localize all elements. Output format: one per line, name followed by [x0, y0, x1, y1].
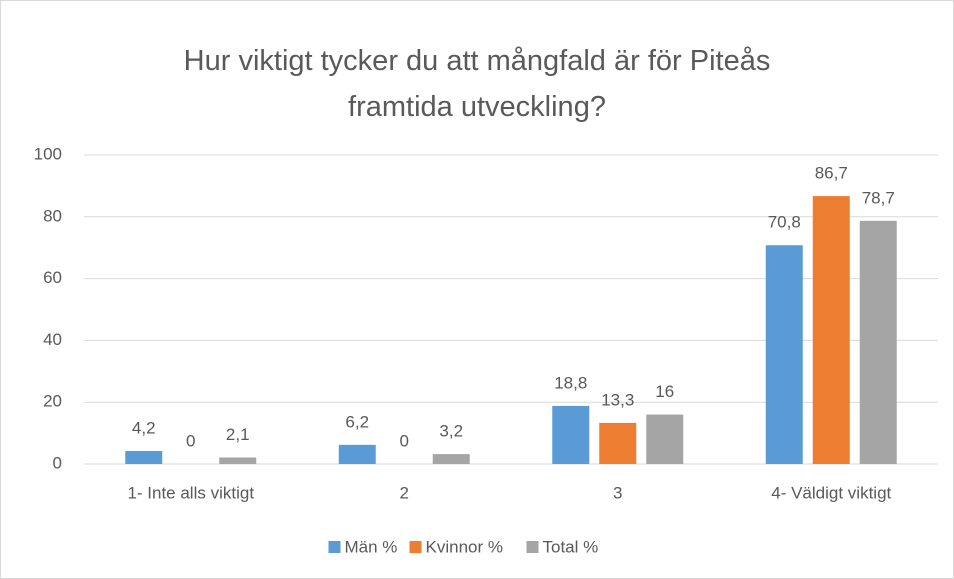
legend-swatch	[328, 541, 341, 553]
x-tick-label: 2	[400, 483, 409, 502]
y-tick-label: 40	[43, 330, 62, 349]
bar	[125, 451, 163, 464]
bar	[646, 414, 684, 464]
bar	[812, 196, 850, 465]
legend-label: Total %	[543, 537, 599, 556]
y-tick-label: 80	[43, 206, 62, 225]
data-label: 4,2	[132, 419, 156, 438]
data-label: 6,2	[345, 412, 369, 431]
data-label: 18,8	[554, 373, 587, 392]
legend-swatch	[526, 541, 539, 553]
data-label: 2,1	[226, 425, 250, 444]
data-label: 86,7	[815, 164, 848, 183]
bar	[219, 457, 257, 464]
legend-label: Män %	[345, 537, 398, 556]
data-label: 78,7	[862, 188, 895, 207]
bar	[765, 245, 803, 464]
data-label: 0	[400, 431, 409, 450]
data-label: 70,8	[768, 213, 801, 232]
data-label: 3,2	[439, 422, 463, 441]
bar	[859, 220, 897, 464]
bar	[599, 422, 637, 464]
bar	[552, 405, 590, 464]
y-tick-label: 0	[53, 453, 62, 472]
data-label: 16	[655, 382, 674, 401]
y-tick-label: 20	[43, 392, 62, 411]
chart-title: Hur viktigt tycker du att mångfald är fö…	[183, 45, 771, 123]
data-label: 13,3	[601, 390, 634, 409]
x-tick-label: 3	[613, 483, 622, 502]
bar	[432, 454, 470, 464]
bar	[338, 444, 376, 464]
y-tick-label: 100	[34, 144, 62, 163]
legend-label: Kvinnor %	[426, 537, 503, 556]
y-tick-label: 60	[43, 268, 62, 287]
legend-swatch	[409, 541, 422, 553]
x-tick-label: 4- Väldigt viktigt	[771, 483, 891, 502]
data-label: 0	[186, 431, 195, 450]
x-tick-label: 1- Inte alls viktigt	[127, 483, 254, 502]
